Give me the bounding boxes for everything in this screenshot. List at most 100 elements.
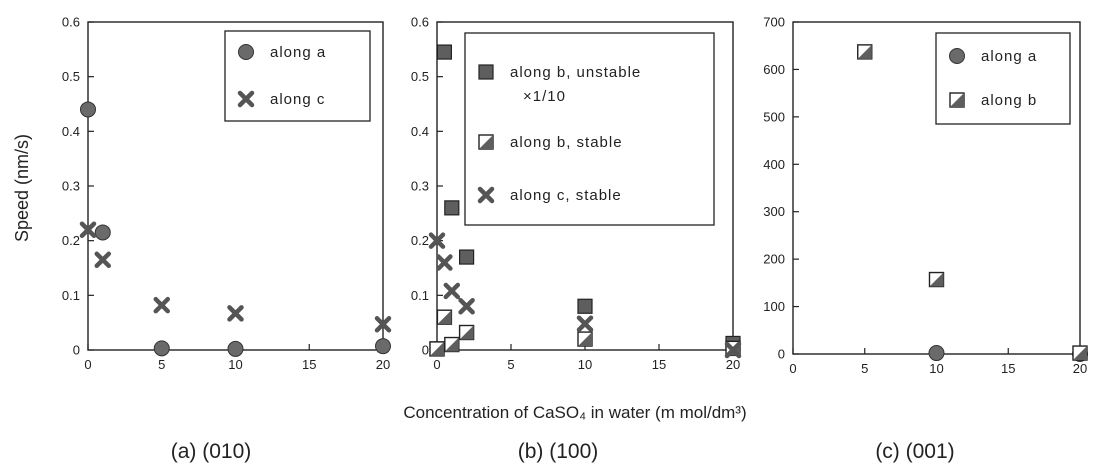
legend-marker-shape [950, 49, 965, 64]
data-point-shape [579, 318, 591, 330]
legend-label: along a [981, 48, 1037, 65]
y-tick-label: 0.6 [411, 15, 429, 30]
y-tick-label: 0.3 [411, 179, 429, 194]
legend-marker-shape [479, 65, 493, 79]
y-tick-label: 0.1 [62, 288, 80, 303]
series-1 [81, 102, 391, 356]
data-point-shape [929, 346, 944, 361]
data-point-shape [156, 299, 168, 311]
x-tick-label: 15 [302, 357, 316, 372]
data-point [437, 310, 451, 324]
data-point-shape [376, 339, 391, 354]
y-tick-label: 400 [763, 157, 785, 172]
x-tick-label: 5 [158, 357, 165, 372]
data-point [97, 254, 109, 266]
legend: along a along b [936, 33, 1070, 124]
y-tick-label: 0.4 [411, 124, 429, 139]
data-point [578, 299, 592, 313]
y-tick-label: 0.5 [62, 69, 80, 84]
data-point [156, 299, 168, 311]
series-2 [82, 224, 389, 331]
x-axis-label: Concentration of CaSO₄ in water (m mol/d… [403, 403, 746, 422]
data-point [445, 201, 459, 215]
legend-label: along b [981, 92, 1037, 109]
legend-label-line2: ×1/10 [523, 88, 566, 105]
legend-label: along a [270, 44, 326, 61]
data-point [430, 342, 444, 356]
x-tick-label: 0 [789, 361, 796, 376]
y-tick-label: 300 [763, 204, 785, 219]
x-tick-label: 5 [861, 361, 868, 376]
x-tick-label: 5 [507, 357, 514, 372]
legend-marker [479, 135, 493, 149]
data-point-shape [95, 225, 110, 240]
y-tick-label: 0.2 [62, 233, 80, 248]
data-point [460, 250, 474, 264]
x-tick-label: 10 [228, 357, 242, 372]
data-point-shape [578, 299, 592, 313]
legend-marker [950, 49, 965, 64]
data-point [228, 341, 243, 356]
x-tick-label: 0 [433, 357, 440, 372]
legend-label: along b, unstable [510, 64, 641, 81]
data-point [929, 346, 944, 361]
data-point-shape [228, 341, 243, 356]
data-point-shape [81, 102, 96, 117]
y-tick-label: 200 [763, 252, 785, 267]
x-tick-label: 15 [1001, 361, 1015, 376]
x-tick-label: 10 [929, 361, 943, 376]
y-tick-label: 600 [763, 62, 785, 77]
data-point [437, 45, 451, 59]
data-point-shape [446, 285, 458, 297]
y-axis-label: Speed (nm/s) [12, 134, 32, 242]
y-tick-label: 700 [763, 15, 785, 30]
data-point [578, 332, 592, 346]
legend-marker [950, 93, 964, 107]
data-point [154, 341, 169, 356]
y-tick-label: 0.5 [411, 69, 429, 84]
data-point [460, 326, 474, 340]
y-tick-label: 0 [778, 347, 785, 362]
chart-panel-2: 0 5 10 15 20 0 0.1 0.2 0.3 0.4 0.5 0.6 along b, unst… [411, 15, 740, 464]
data-point [930, 273, 944, 287]
x-tick-label: 20 [1073, 361, 1087, 376]
legend: along b, unstable×1/10along b, stablealo… [465, 33, 714, 225]
data-point [1073, 346, 1087, 360]
legend-marker-shape [239, 45, 254, 60]
y-tick-label: 0.2 [411, 233, 429, 248]
data-point [461, 300, 473, 312]
data-point [95, 225, 110, 240]
panel-label: (b) (100) [518, 440, 599, 463]
data-point-shape [154, 341, 169, 356]
y-tick-label: 100 [763, 299, 785, 314]
legend-marker [479, 65, 493, 79]
x-tick-label: 20 [726, 357, 740, 372]
data-point-shape [438, 257, 450, 269]
y-tick-label: 0 [73, 343, 80, 358]
panel-label: (c) (001) [875, 440, 954, 463]
y-tick-label: 0.6 [62, 15, 80, 30]
data-point [858, 45, 872, 59]
y-tick-label: 0.1 [411, 288, 429, 303]
data-point-shape [97, 254, 109, 266]
data-point [230, 307, 242, 319]
y-tick-label: 0.4 [62, 124, 80, 139]
y-tick-label: 0 [422, 343, 429, 358]
data-point-shape [460, 250, 474, 264]
data-point-shape [461, 300, 473, 312]
y-tick-label: 500 [763, 109, 785, 124]
panel-label: (a) (010) [171, 440, 252, 463]
legend-label: along b, stable [510, 134, 623, 151]
legend-label: along c [270, 91, 325, 108]
data-point [579, 318, 591, 330]
data-point [445, 338, 459, 352]
legend-box [936, 33, 1070, 124]
data-point-shape [445, 201, 459, 215]
data-point [438, 257, 450, 269]
data-point-shape [230, 307, 242, 319]
y-tick-label: 0.3 [62, 179, 80, 194]
x-tick-label: 10 [578, 357, 592, 372]
